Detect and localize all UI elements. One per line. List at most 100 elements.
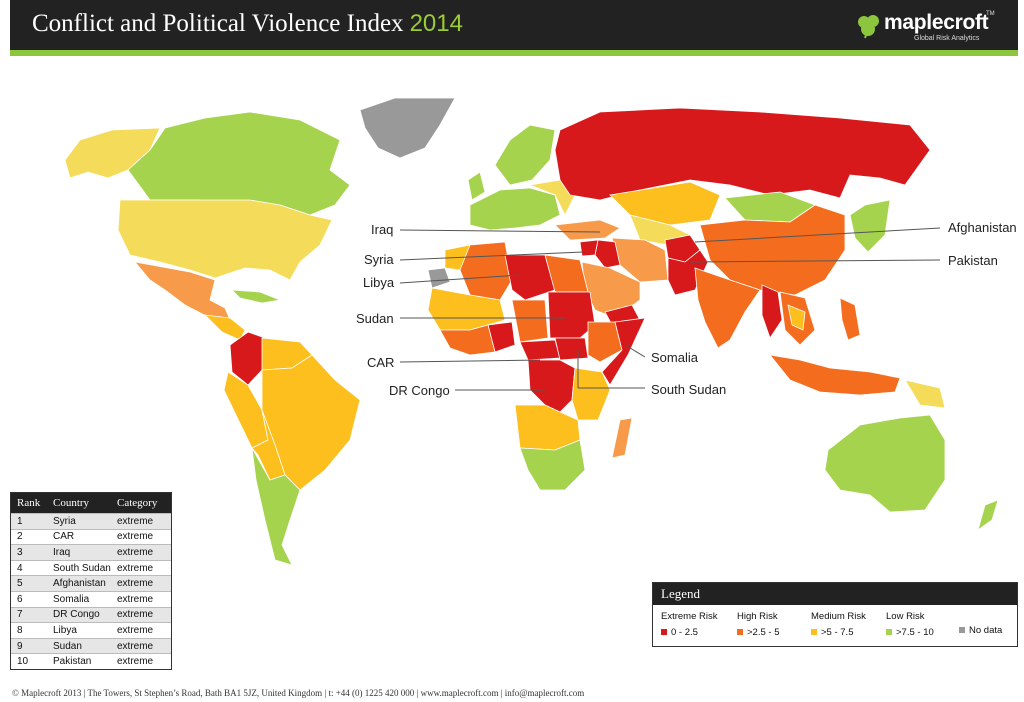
legend-swatch-low: [886, 629, 892, 636]
region-thailand[interactable]: [787, 304, 806, 331]
region-chad[interactable]: [511, 299, 549, 343]
table-row[interactable]: 4 South Sudan extreme: [11, 559, 171, 576]
maple-leaf-icon: [858, 15, 879, 39]
region-australia[interactable]: [824, 414, 946, 513]
header-country: Country: [53, 497, 90, 509]
table-row[interactable]: 7 DR Congo extreme: [11, 606, 171, 623]
region-somalia[interactable]: [601, 317, 646, 386]
region-greenland[interactable]: [359, 97, 456, 159]
table-row[interactable]: 9 Sudan extreme: [11, 637, 171, 654]
region-eastern-europe[interactable]: [528, 179, 576, 216]
footer-credits: © Maplecroft 2013 | The Towers, St Steph…: [12, 688, 585, 698]
table-row[interactable]: 5 Afghanistan extreme: [11, 575, 171, 591]
table-row[interactable]: 6 Somalia extreme: [11, 590, 171, 607]
header-accent-line: [10, 50, 1018, 56]
region-turkey-caucasus[interactable]: [554, 219, 621, 241]
category-cell: extreme: [117, 531, 154, 543]
brand-name: maplecroft: [884, 11, 989, 34]
country-cell: CAR: [53, 531, 75, 543]
region-east-africa[interactable]: [571, 367, 611, 421]
rank-cell: 10: [17, 656, 29, 668]
country-cell: Syria: [53, 515, 76, 527]
legend-swatch-nodata: [959, 627, 965, 634]
rank-cell: 1: [17, 515, 23, 527]
country-cell: Libya: [53, 624, 77, 636]
region-dr-congo[interactable]: [527, 359, 576, 413]
world-map: Iraq Syria Libya Sudan CAR DR Congo Afgh…: [64, 97, 1017, 566]
legend-items: Extreme Risk 0 - 2.5 High Risk >2.5 - 5 …: [653, 605, 1017, 646]
region-usa[interactable]: [117, 199, 333, 281]
table-row[interactable]: 10 Pakistan extreme: [11, 653, 171, 669]
region-angola-zambia[interactable]: [514, 404, 581, 451]
region-central-america[interactable]: [203, 314, 246, 341]
category-cell: extreme: [117, 640, 154, 652]
country-cell: Iraq: [53, 546, 71, 558]
rank-cell: 4: [17, 562, 23, 574]
brand-trademark: TM: [986, 11, 995, 17]
legend-range: 0 - 2.5: [671, 627, 698, 638]
region-western-europe[interactable]: [469, 187, 561, 231]
rank-cell: 6: [17, 593, 23, 605]
region-libya[interactable]: [504, 254, 556, 301]
region-southern-africa[interactable]: [519, 439, 586, 491]
region-canada[interactable]: [127, 111, 351, 216]
ranking-table-header: Rank Country Category: [11, 493, 171, 513]
header-rank: Rank: [17, 497, 41, 509]
legend-category: Medium Risk: [811, 611, 866, 622]
region-caribbean[interactable]: [230, 289, 282, 304]
table-row[interactable]: 1 Syria extreme: [11, 513, 171, 529]
legend-range: >2.5 - 5: [747, 627, 780, 638]
region-south-sudan[interactable]: [554, 337, 589, 361]
table-row[interactable]: 2 CAR extreme: [11, 528, 171, 545]
legend-item-nodata: No data: [959, 625, 1002, 636]
legend-range: >5 - 7.5: [821, 627, 854, 638]
region-india[interactable]: [694, 267, 761, 349]
legend-item-high: High Risk >2.5 - 5: [737, 611, 779, 638]
category-cell: extreme: [117, 656, 154, 668]
legend-item-medium: Medium Risk >5 - 7.5: [811, 611, 866, 638]
region-china[interactable]: [699, 204, 846, 296]
region-uk[interactable]: [467, 171, 486, 201]
region-argentina-chile[interactable]: [251, 447, 301, 566]
region-scandinavia[interactable]: [494, 124, 556, 186]
region-madagascar[interactable]: [611, 417, 633, 459]
region-bolivia-paraguay[interactable]: [251, 409, 286, 481]
legend-category: Low Risk: [886, 611, 925, 622]
table-row[interactable]: 3 Iraq extreme: [11, 544, 171, 560]
map-label-sudan: Sudan: [356, 311, 394, 326]
legend-range: >7.5 - 10: [896, 627, 934, 638]
region-west-coast[interactable]: [439, 324, 496, 356]
country-cell: Pakistan: [53, 656, 92, 668]
legend-range: No data: [969, 625, 1003, 636]
region-new-zealand[interactable]: [977, 499, 999, 531]
region-papua[interactable]: [904, 379, 946, 409]
legend-item-extreme: Extreme Risk 0 - 2.5: [661, 611, 717, 638]
maplecroft-logo[interactable]: maplecroft TM Global Risk Analytics: [856, 9, 996, 43]
map-label-afghanistan: Afghanistan: [948, 220, 1017, 235]
region-car[interactable]: [519, 339, 561, 361]
map-legend: Legend Extreme Risk 0 - 2.5 High Risk >2…: [652, 582, 1018, 647]
category-cell: extreme: [117, 593, 154, 605]
brand-tagline: Global Risk Analytics: [914, 35, 980, 42]
country-cell: Afghanistan: [53, 578, 106, 590]
rank-cell: 9: [17, 640, 23, 652]
region-ecuador-peru[interactable]: [223, 371, 269, 449]
country-cell: Sudan: [53, 640, 82, 652]
legend-title: Legend: [653, 583, 1017, 605]
region-philippines[interactable]: [839, 297, 861, 341]
region-indonesia[interactable]: [769, 354, 901, 396]
region-sudan[interactable]: [547, 291, 596, 339]
region-russia[interactable]: [554, 107, 931, 201]
region-western-sahara[interactable]: [427, 267, 451, 289]
region-syria[interactable]: [579, 239, 599, 257]
table-row[interactable]: 8 Libya extreme: [11, 622, 171, 638]
rank-cell: 3: [17, 546, 23, 558]
region-ethiopia[interactable]: [587, 321, 623, 363]
legend-category: Extreme Risk: [661, 611, 718, 622]
rank-cell: 2: [17, 531, 23, 543]
legend-item-low: Low Risk >7.5 - 10: [886, 611, 934, 638]
region-korea-japan[interactable]: [849, 199, 891, 253]
legend-swatch-extreme: [661, 629, 667, 636]
region-algeria[interactable]: [459, 241, 513, 301]
region-myanmar[interactable]: [761, 284, 783, 339]
